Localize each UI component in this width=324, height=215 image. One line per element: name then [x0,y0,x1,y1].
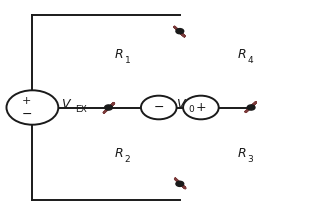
Text: −: − [21,108,32,120]
Circle shape [176,181,184,186]
Text: −: − [154,101,164,114]
Text: $V$: $V$ [176,98,187,111]
Text: EX: EX [75,105,87,114]
Text: $V$: $V$ [61,98,72,111]
Circle shape [141,96,177,119]
Text: 1: 1 [124,56,130,65]
Circle shape [6,90,58,125]
Text: $R$: $R$ [237,48,246,61]
Text: +: + [22,97,31,106]
Circle shape [247,105,255,110]
Circle shape [183,96,219,119]
Text: 0: 0 [188,105,194,114]
Circle shape [105,105,112,110]
Circle shape [176,29,184,34]
Text: $R$: $R$ [113,147,123,160]
Text: 4: 4 [248,56,253,65]
Text: 2: 2 [124,155,130,164]
Text: 3: 3 [248,155,253,164]
Text: $R$: $R$ [113,48,123,61]
Text: +: + [196,101,206,114]
Text: $R$: $R$ [237,147,246,160]
